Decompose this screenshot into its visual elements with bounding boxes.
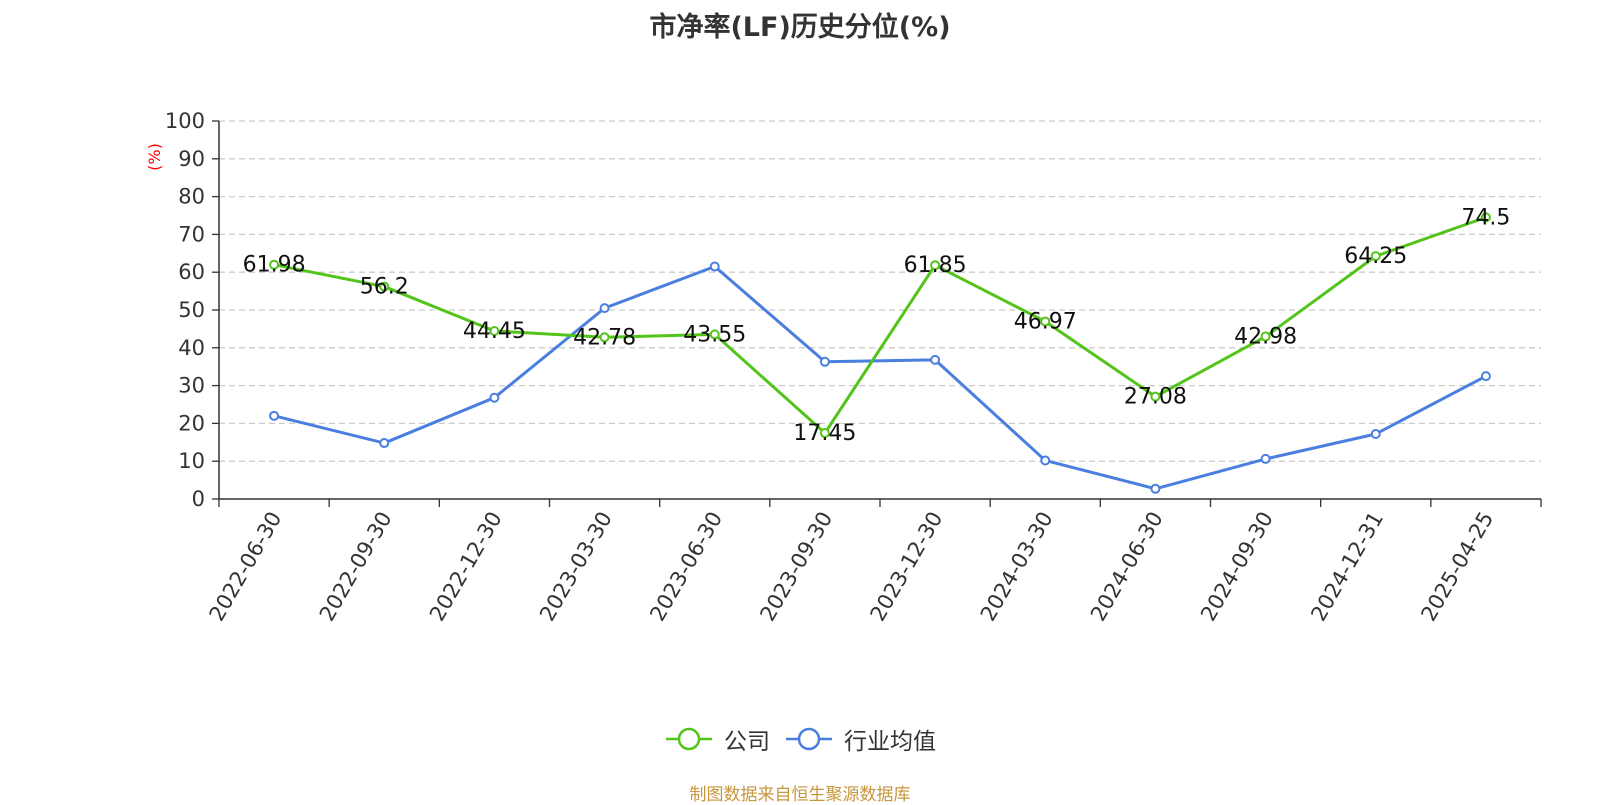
y-axis-unit-label: (%) [145, 143, 164, 171]
data-point [1040, 455, 1051, 466]
data-label: 46.97 [1014, 309, 1077, 334]
y-tick-label: 80 [178, 185, 205, 209]
data-point [1150, 391, 1161, 402]
data-point [269, 410, 280, 421]
data-point [819, 428, 830, 439]
y-tick-label: 90 [178, 147, 205, 171]
x-tick-label: 2022-06-30 [205, 508, 287, 626]
legend-item[interactable]: 公司 [664, 722, 770, 756]
data-point [709, 329, 720, 340]
chart-title: 市净率(LF)历史分位(%) [649, 12, 951, 43]
data-label: 61.85 [904, 253, 967, 278]
y-tick-label: 60 [178, 260, 205, 284]
data-label: 42.98 [1234, 325, 1297, 350]
axes: 0 10 20 30 40 50 60 70 80 90 100(%) 2022-06-30 2022-… [145, 109, 1542, 626]
data-point [379, 281, 390, 292]
y-tick-label: 40 [178, 336, 205, 360]
data-label: 61.98 [243, 253, 306, 278]
data-point [930, 354, 941, 365]
x-tick-label: 2023-03-30 [535, 508, 617, 626]
series-lines [273, 215, 1487, 491]
x-tick-label: 2023-12-30 [866, 507, 948, 625]
grid-lines [219, 120, 1541, 462]
data-point [1480, 371, 1491, 382]
y-tick-label: 70 [178, 222, 205, 246]
data-point [599, 303, 610, 314]
data-point [819, 356, 830, 367]
data-label: 43.55 [683, 322, 746, 347]
x-tick-label: 2024-03-30 [976, 508, 1058, 626]
data-point [1370, 251, 1381, 262]
y-tick-label: 10 [178, 449, 205, 473]
data-point [379, 438, 390, 449]
x-tick-label: 2022-09-30 [315, 508, 397, 626]
legend-item[interactable]: 行业均值 [784, 722, 936, 756]
legend-label: 公司 [724, 729, 770, 755]
data-label: 64.25 [1344, 244, 1407, 269]
data-point [269, 259, 280, 270]
y-tick-label: 0 [192, 487, 205, 511]
data-label: 44.45 [463, 319, 526, 344]
y-tick-label: 20 [178, 411, 205, 435]
legend-label: 行业均值 [844, 729, 936, 755]
data-point [1260, 453, 1271, 464]
data-label: 74.5 [1461, 205, 1510, 230]
x-tick-label: 2023-09-30 [755, 508, 837, 626]
data-labels: 61.98 56.2 44.45 42.78 43.55 17.45 61.85 46.97 2… [243, 205, 1511, 446]
x-tick-label: 2023-06-30 [645, 508, 727, 626]
x-tick-label: 2024-12-31 [1306, 508, 1388, 626]
source-note: 制图数据来自恒生聚源数据库 [689, 785, 911, 805]
legend: 公司 行业均值 [0, 722, 1600, 756]
data-point [1480, 212, 1491, 223]
x-tick-label: 2022-12-30 [425, 507, 507, 625]
data-points [269, 212, 1491, 494]
legend-marker-icon [786, 727, 832, 751]
x-tick-label: 2024-06-30 [1086, 508, 1168, 626]
data-point [1150, 483, 1161, 494]
data-point [489, 392, 500, 403]
series-line [273, 265, 1487, 491]
y-tick-label: 30 [178, 374, 205, 398]
legend-marker-icon [666, 727, 712, 751]
data-point [489, 325, 500, 336]
data-point [709, 261, 720, 272]
data-label: 42.78 [573, 325, 636, 350]
x-tick-label: 2024-09-30 [1196, 508, 1278, 626]
data-label: 17.45 [793, 421, 856, 446]
data-label: 27.08 [1124, 385, 1187, 410]
series-line [273, 215, 1487, 435]
data-point [1370, 428, 1381, 439]
data-point [1260, 331, 1271, 342]
y-tick-label: 100 [165, 109, 205, 133]
x-tick-label: 2025-04-25 [1416, 508, 1498, 626]
data-label: 56.2 [360, 275, 409, 300]
data-point [930, 260, 941, 271]
data-point [1040, 316, 1051, 327]
y-tick-label: 50 [178, 298, 205, 322]
data-point [599, 332, 610, 343]
